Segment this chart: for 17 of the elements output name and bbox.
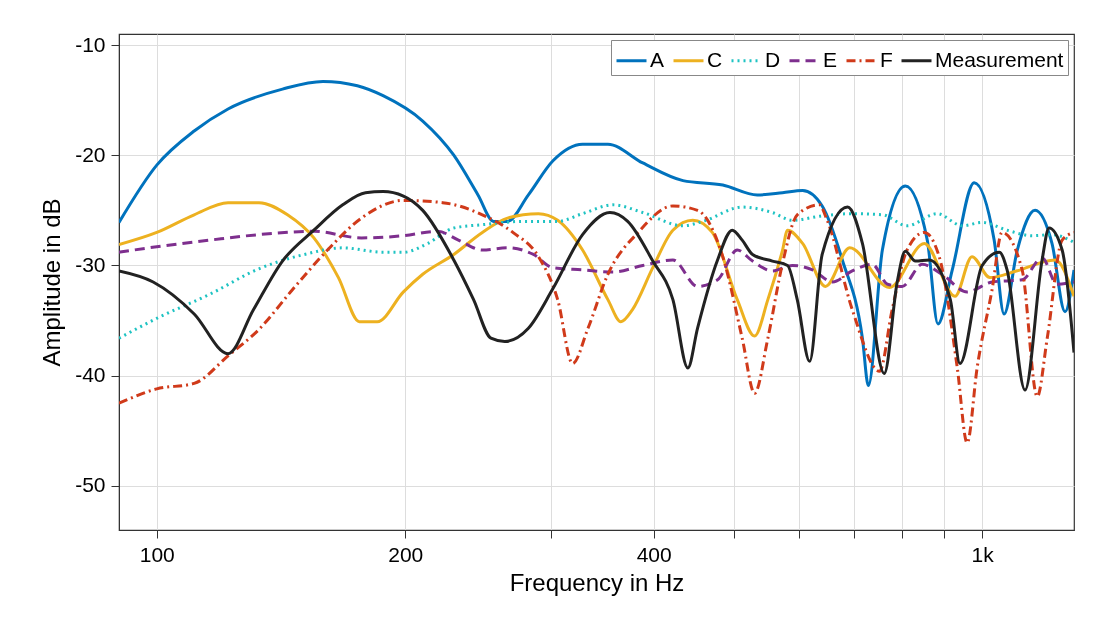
y-tick-label: -10 xyxy=(75,32,106,56)
x-tick-label: 100 xyxy=(139,542,175,566)
x-tick-label: 400 xyxy=(636,542,672,566)
legend-label: F xyxy=(880,47,893,71)
x-tick-label: 200 xyxy=(388,542,424,566)
x-tick-label: 1k xyxy=(971,542,995,566)
y-tick-label: -20 xyxy=(75,142,106,166)
y-tick-label: -30 xyxy=(75,252,106,276)
y-axis-title: Amplitude in dB xyxy=(38,198,66,367)
legend-label: E xyxy=(823,47,838,71)
legend-label: A xyxy=(650,47,665,71)
y-tick-label: -50 xyxy=(75,473,106,497)
legend-label: C xyxy=(707,47,723,71)
legend-label: D xyxy=(765,47,781,71)
x-axis-title: Frequency in Hz xyxy=(509,568,685,596)
legend-label: Measurement xyxy=(935,47,1064,71)
y-tick-label: -40 xyxy=(75,363,106,387)
